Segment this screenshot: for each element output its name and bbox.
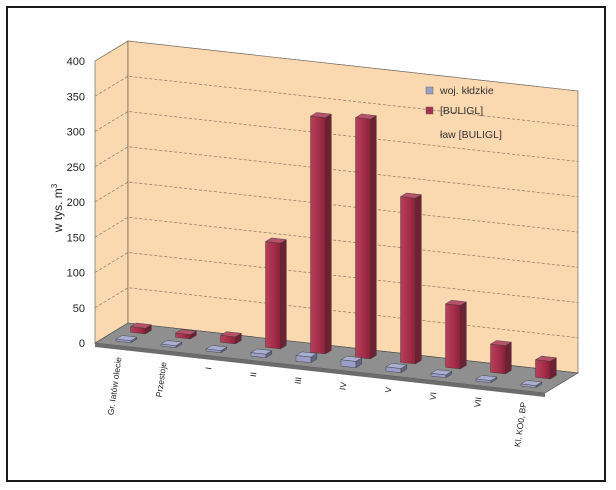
y-tick-label-350: 350 [67, 91, 85, 103]
x-tick-label-8: VII [472, 396, 483, 408]
bar-BULIGL-9-front [535, 359, 551, 380]
bar-BULIGL-3-front [265, 241, 281, 350]
bar-BULIGL-2 [219, 331, 242, 345]
x-tick-label-2: I [203, 366, 213, 370]
bar-BULIGL-6 [399, 192, 422, 365]
bar-BULIGL-6-side [415, 194, 422, 365]
gridline-300 [94, 111, 579, 162]
gridline-400 [94, 40, 579, 92]
gridline-250 [94, 146, 579, 198]
side-wall [94, 40, 129, 344]
bar-BULIGL-5 [354, 113, 377, 360]
bar-series1-5 [340, 355, 363, 369]
bar-BULIGL-8-front [490, 343, 506, 375]
gridline-50 [94, 287, 579, 339]
y-tick-label-50: 50 [73, 303, 85, 315]
bar-BULIGL-8-side [505, 341, 512, 375]
bar-BULIGL-2-top [219, 331, 242, 338]
x-tick-label-3: II [248, 371, 259, 377]
bar-BULIGL-7-top [444, 300, 467, 306]
bar-series1-4-top [295, 351, 318, 358]
bar-BULIGL-9-top [534, 355, 557, 362]
bar-series1-7-top [430, 369, 453, 376]
legend-entry-0: woj. kłdzkie [439, 85, 494, 97]
bar-series1-7 [430, 369, 453, 379]
bar-series1-8-top [475, 375, 498, 381]
y-tick-label-300: 300 [67, 127, 85, 139]
y-tick-label-400: 400 [67, 56, 85, 68]
x-tick-label-1: Przestoje [154, 361, 169, 398]
y-tick-label-250: 250 [67, 162, 85, 174]
bar-BULIGL-6-front [400, 196, 416, 365]
x-tick-label-5: IV [337, 381, 348, 391]
legend-note: ław [BULIGL] [440, 129, 502, 141]
x-tick-label-4: III [293, 376, 304, 384]
y-tick-label-0: 0 [79, 338, 85, 350]
y-tick-label-150: 150 [67, 232, 85, 244]
x-tick-label-6: V [383, 386, 394, 393]
bar-BULIGL-6-top [399, 192, 422, 199]
bar-BULIGL-9 [534, 355, 557, 380]
gridline-200 [94, 181, 579, 233]
bar-BULIGL-5-front [355, 117, 371, 360]
bar-series1-2-top [205, 345, 228, 351]
gridline-100 [94, 252, 579, 303]
y-tick-label-100: 100 [67, 268, 85, 280]
bar-BULIGL-4 [309, 112, 332, 355]
bar-series1-6-top [385, 363, 408, 369]
bar-series1-6 [385, 363, 408, 374]
bar-series1-4 [295, 351, 318, 364]
legend-entry-1: [BULIGL] [440, 105, 483, 117]
legend-swatch-0 [425, 86, 434, 95]
bar-BULIGL-5-side [370, 115, 377, 360]
bar-BULIGL-3-top [264, 237, 287, 244]
bar-BULIGL-3 [264, 237, 287, 350]
bar-BULIGL-4-front [310, 115, 326, 355]
bar-series1-2 [205, 345, 228, 354]
y-axis-label: w tys. m3 [50, 183, 65, 233]
back-wall [127, 40, 579, 374]
y-tick-label-200: 200 [67, 197, 85, 209]
bar-BULIGL-8-top [489, 340, 512, 346]
bar-BULIGL-7 [444, 300, 467, 370]
bar-BULIGL-1 [174, 329, 197, 340]
x-tick-label-7: VI [427, 391, 438, 400]
bar-series1-0-top [115, 335, 138, 341]
bar-BULIGL-4-side [325, 113, 332, 355]
bar-series1-1 [160, 340, 183, 349]
bar-series1-1-top [160, 340, 183, 346]
bar-BULIGL-4-top [309, 112, 332, 118]
bar-BULIGL-8 [489, 340, 512, 375]
bar-BULIGL-7-side [460, 301, 467, 370]
floor-edge [95, 343, 545, 397]
bar-BULIGL-0 [129, 322, 152, 335]
x-tick-label-0: Gr. Iatów olecie [105, 356, 123, 416]
bar-BULIGL-7-front [445, 303, 461, 370]
bar-series1-3 [250, 348, 273, 359]
bar-BULIGL-3-side [280, 239, 287, 350]
bar-BULIGL-1-top [174, 329, 197, 335]
legend-swatch-1 [425, 106, 434, 115]
bar-series1-0 [115, 335, 138, 344]
x-tick-label-9: Kl. KO0, BP [512, 401, 528, 448]
bar-series1-9 [520, 380, 543, 389]
bar-series1-8 [475, 375, 498, 384]
bar-series1-9-top [520, 380, 543, 386]
bar-series1-3-top [250, 348, 273, 355]
bar-series1-5-top [340, 355, 363, 362]
bar-BULIGL-5-top [354, 113, 377, 120]
bar-BULIGL-0-top [129, 322, 152, 329]
gridline-150 [94, 216, 579, 268]
